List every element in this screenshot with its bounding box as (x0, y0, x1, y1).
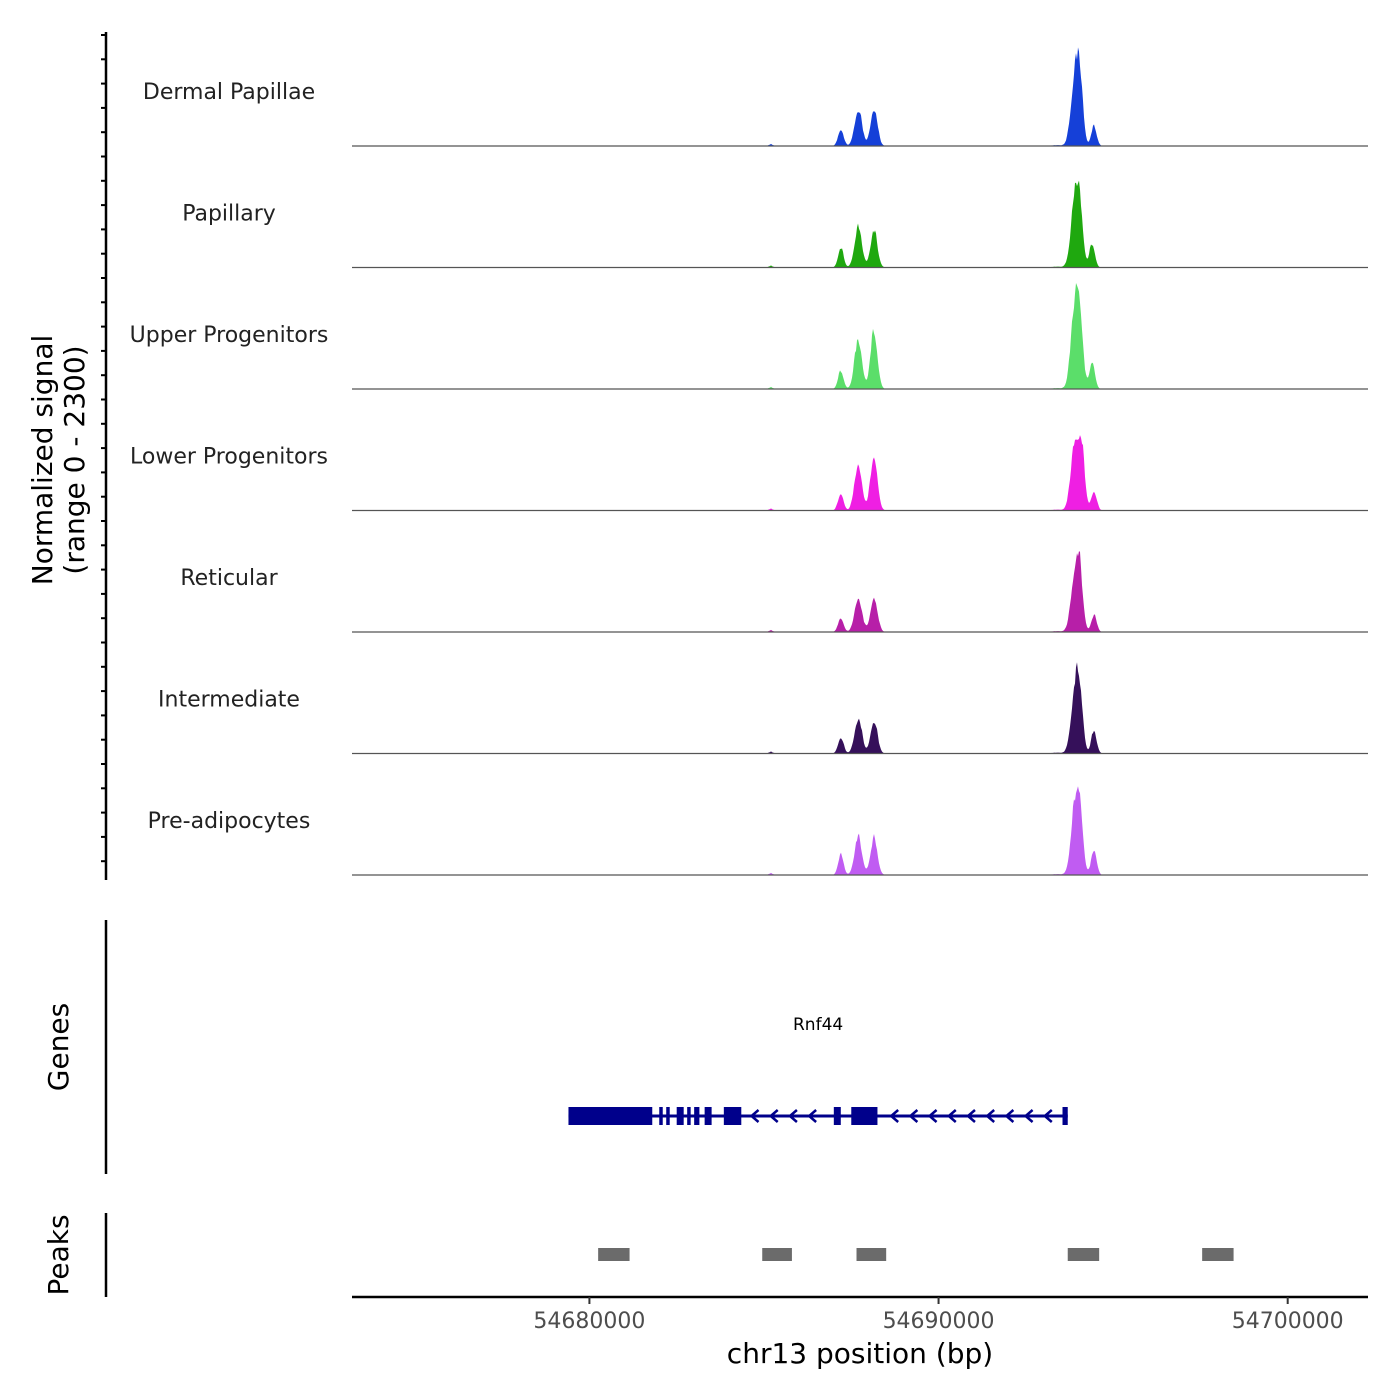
peaks-axis-title: Peaks (42, 1214, 75, 1295)
strand-arrow (1023, 1109, 1034, 1123)
gene-exon (676, 1107, 684, 1125)
strand-arrow (946, 1109, 957, 1123)
signal-area (352, 435, 1368, 511)
gene-rnf44: Rnf44 (568, 1015, 1068, 1125)
gene-exon (1062, 1107, 1068, 1125)
track-upper-progenitors: Upper Progenitors (130, 283, 1368, 390)
track-pre-adipocytes: Pre-adipocytes (148, 786, 1368, 876)
gene-exon (704, 1107, 712, 1125)
signal-tracks: Dermal Papillae Papillary Upper Progenitor… (130, 47, 1368, 876)
signal-y-axis-title-text: Normalized signal(range 0 - 2300) (26, 335, 91, 586)
track-label: Dermal Papillae (143, 80, 315, 105)
signal-area (352, 283, 1368, 389)
gene-exon (833, 1107, 841, 1125)
strand-arrow (1042, 1109, 1053, 1123)
gene-exon (851, 1107, 878, 1125)
signal-area (352, 180, 1368, 268)
track-label: Pre-adipocytes (148, 809, 311, 834)
gene-exon (666, 1107, 670, 1125)
gene-track: Genes Rnf44 (42, 1003, 1068, 1125)
track-label: Lower Progenitors (130, 445, 328, 470)
peak-track: Peaks (42, 1214, 1234, 1296)
strand-arrow (966, 1109, 976, 1123)
gene-exon (723, 1107, 742, 1125)
track-reticular: Reticular (180, 551, 1368, 633)
signal-area (352, 662, 1368, 754)
strand-arrow (908, 1109, 919, 1123)
gene-exon (659, 1107, 663, 1125)
strand-arrow (749, 1109, 760, 1123)
track-label: Reticular (180, 566, 278, 591)
gene-exon (568, 1107, 653, 1125)
x-axis-title: chr13 position (bp) (727, 1337, 993, 1370)
peak-region (1067, 1248, 1100, 1261)
gene-exon (694, 1107, 700, 1125)
track-lower-progenitors: Lower Progenitors (130, 435, 1368, 512)
peak-region (856, 1248, 887, 1261)
strand-arrow (927, 1109, 938, 1123)
track-label: Intermediate (158, 688, 300, 713)
gene-exon (687, 1107, 691, 1125)
track-intermediate: Intermediate (158, 662, 1368, 755)
strand-arrow (1004, 1109, 1015, 1123)
strand-arrow (807, 1109, 817, 1123)
signal-y-axis-title: Normalized signal(range 0 - 2300) (26, 335, 91, 586)
x-tick-label: 54700000 (1232, 1309, 1344, 1334)
x-tick-label: 54690000 (883, 1309, 995, 1334)
genes-axis-title: Genes (42, 1003, 75, 1091)
track-label: Papillary (182, 202, 276, 227)
peak-region (762, 1248, 792, 1261)
strand-arrow (768, 1109, 779, 1123)
gene-name-label: Rnf44 (793, 1015, 843, 1035)
x-axis: chr13 position (bp) 54680000 54690000 5470… (352, 1295, 1368, 1370)
peak-region (598, 1248, 630, 1261)
signal-area (352, 786, 1368, 875)
strand-arrow (889, 1109, 899, 1123)
signal-area (352, 47, 1368, 146)
left-axes (101, 32, 108, 1297)
signal-area (352, 551, 1368, 632)
peak-region (1202, 1248, 1234, 1261)
track-papillary: Papillary (182, 180, 1368, 269)
track-dermal-papillae: Dermal Papillae (143, 47, 1368, 147)
x-tick-label: 54680000 (533, 1309, 645, 1334)
strand-arrow (787, 1109, 798, 1123)
track-label: Upper Progenitors (130, 323, 329, 348)
strand-arrow (985, 1109, 995, 1123)
